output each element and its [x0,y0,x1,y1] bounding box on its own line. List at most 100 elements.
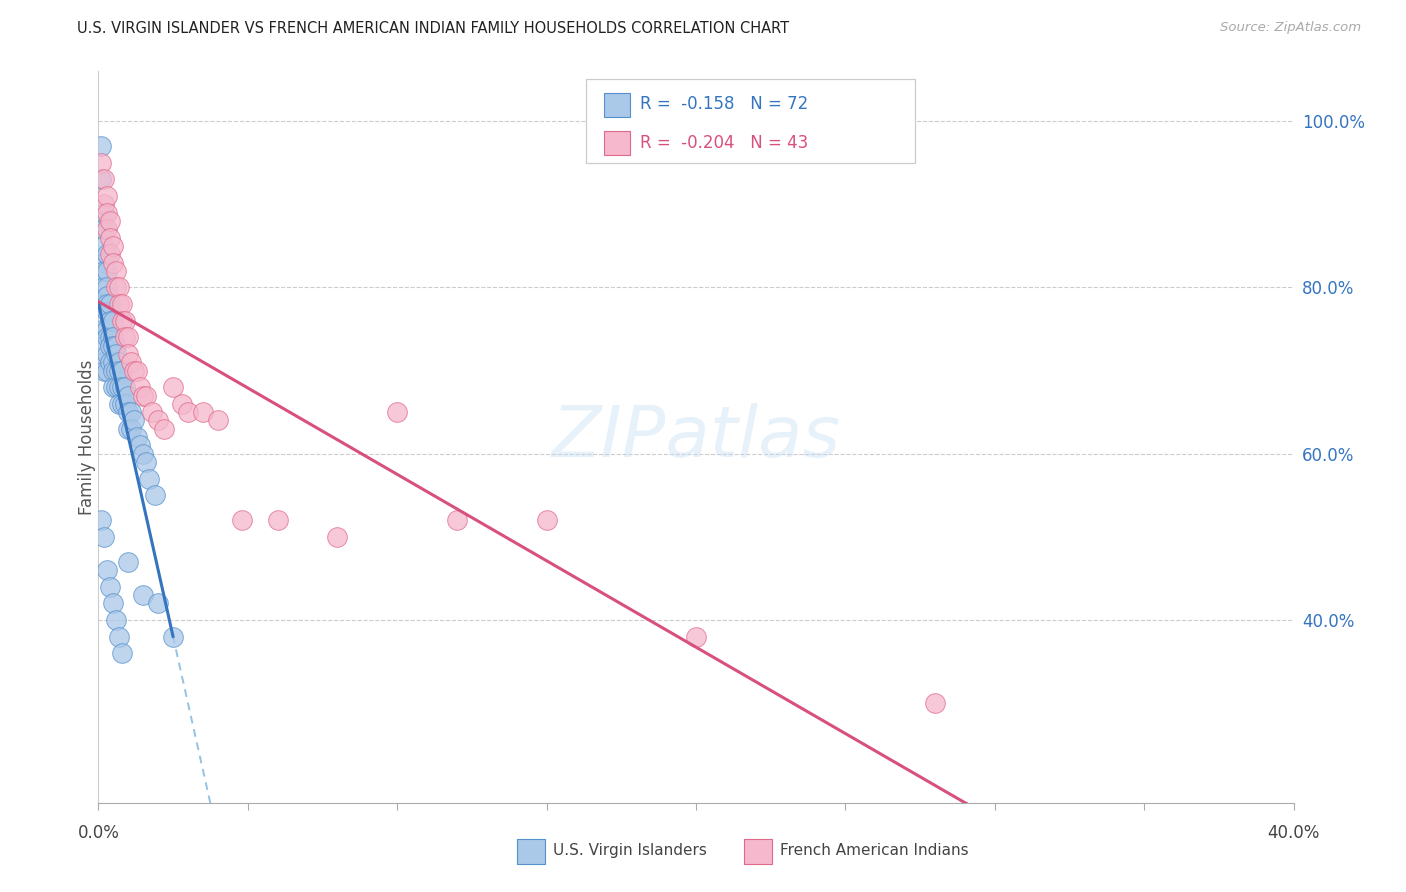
Point [96,297,118,311]
Point [117,347,139,361]
Point [105,363,128,377]
Point [108,630,131,644]
FancyBboxPatch shape [605,131,630,155]
Point [93,297,115,311]
Text: Source: ZipAtlas.com: Source: ZipAtlas.com [1220,21,1361,35]
Point [96,363,118,377]
Point [98,355,122,369]
Point [96,305,118,319]
Point [148,413,170,427]
Point [98,338,122,352]
Point [132,447,155,461]
Text: 40.0%: 40.0% [1267,823,1320,841]
Point [93,255,115,269]
Point [385,405,409,419]
Point [96,222,118,236]
Point [98,580,122,594]
Point [93,205,115,219]
Point [96,330,118,344]
Point [924,696,946,710]
Point [96,247,118,261]
Y-axis label: Family Households: Family Households [79,359,96,515]
Point [108,355,131,369]
Point [103,363,125,377]
Text: French American Indians: French American Indians [780,843,969,858]
Point [103,255,125,269]
Point [103,239,125,253]
Point [96,322,118,336]
Point [98,230,122,244]
Point [98,214,122,228]
Point [93,280,115,294]
Point [138,472,160,486]
Point [103,338,125,352]
Point [148,596,170,610]
Point [103,314,125,328]
FancyBboxPatch shape [605,93,630,117]
Point [143,488,166,502]
Point [93,338,115,352]
Point [117,555,139,569]
Point [141,405,163,419]
Point [267,513,290,527]
Point [127,430,149,444]
Point [103,330,125,344]
Text: U.S. VIRGIN ISLANDER VS FRENCH AMERICAN INDIAN FAMILY HOUSEHOLDS CORRELATION CHA: U.S. VIRGIN ISLANDER VS FRENCH AMERICAN … [77,21,789,37]
Point [207,413,229,427]
Point [446,513,468,527]
Point [96,264,118,278]
Point [124,413,146,427]
Point [114,330,136,344]
Point [120,355,142,369]
Point [93,239,115,253]
Point [162,380,184,394]
Text: ZIPatlas: ZIPatlas [551,402,841,472]
Point [111,397,134,411]
Point [96,563,118,577]
Point [93,322,115,336]
Point [93,355,115,369]
Point [685,630,707,644]
Point [105,280,128,294]
Point [135,455,157,469]
Point [98,247,122,261]
Point [111,380,134,394]
Point [114,380,136,394]
Point [105,613,128,627]
Text: 0.0%: 0.0% [77,823,120,841]
Point [90,172,112,186]
Point [93,264,115,278]
Point [111,646,134,660]
FancyBboxPatch shape [586,78,915,163]
Point [132,588,155,602]
Point [103,380,125,394]
Point [105,380,128,394]
Point [326,530,349,544]
Point [111,314,134,328]
Point [120,405,142,419]
Point [93,172,115,186]
Point [117,330,139,344]
Point [117,405,139,419]
Point [103,355,125,369]
Point [108,363,131,377]
Text: R =  -0.158   N = 72: R = -0.158 N = 72 [640,95,808,113]
Point [117,422,139,436]
Point [93,197,115,211]
Point [108,280,131,294]
Point [108,397,131,411]
Point [105,338,128,352]
Point [231,513,253,527]
Point [114,314,136,328]
Point [90,214,112,228]
Point [96,347,118,361]
Point [90,513,112,527]
Text: U.S. Virgin Islanders: U.S. Virgin Islanders [553,843,706,858]
Point [108,380,131,394]
Point [129,380,152,394]
Point [162,630,184,644]
Point [177,405,200,419]
FancyBboxPatch shape [517,838,546,863]
Point [120,422,142,436]
Text: R =  -0.204   N = 43: R = -0.204 N = 43 [640,134,808,152]
